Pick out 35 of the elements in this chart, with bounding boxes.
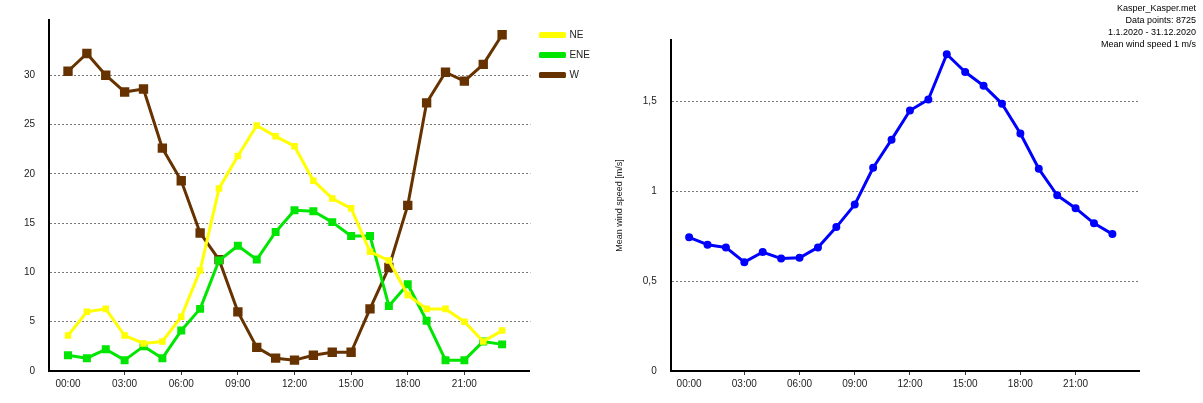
x-tick-label: 15:00 <box>338 377 365 389</box>
y-tick-label: 0,5 <box>642 274 658 286</box>
y-tick-label: 10 <box>24 266 36 278</box>
annotation: Mean wind speed 1 m/s <box>1100 38 1196 50</box>
x-tick-label: 06:00 <box>787 377 813 389</box>
y-tick-label: 0 <box>651 364 658 376</box>
legend-label: ENE <box>569 48 591 60</box>
y-tick-label: 5 <box>29 315 36 327</box>
x-tick-label: 15:00 <box>952 377 979 389</box>
x-tick-label: 06:00 <box>168 377 195 389</box>
x-tick-label: 09:00 <box>842 377 868 389</box>
y-tick-label: 30 <box>24 68 36 80</box>
y-tick-label: 1 <box>651 184 658 196</box>
legend-label: W <box>569 68 580 80</box>
legend-label: NE <box>569 28 584 40</box>
x-tick-label: 09:00 <box>225 377 251 389</box>
x-tick-label: 18:00 <box>1007 377 1034 389</box>
x-tick-label: 21:00 <box>1063 377 1089 389</box>
x-tick-label: 12:00 <box>281 377 308 389</box>
x-tick-label: 00:00 <box>676 377 703 389</box>
y-tick-label: 25 <box>24 118 36 130</box>
x-tick-label: 03:00 <box>731 377 758 389</box>
x-tick-label: 18:00 <box>395 377 421 389</box>
text: Data points: 8725 <box>1124 14 1196 26</box>
x-tick-label: 03:00 <box>112 377 138 389</box>
x-tick-label: 12:00 <box>897 377 923 389</box>
x-tick-label: 21:00 <box>451 377 478 389</box>
y-axis-title: Mean wind speed [m/s] <box>613 159 624 252</box>
y-tick-label: 1,5 <box>642 94 658 106</box>
y-tick-label: 20 <box>24 167 36 179</box>
y-tick-label: 15 <box>24 216 36 228</box>
text: 1.1.2020 - 31.12.2020 <box>1106 26 1196 38</box>
x-tick-label: 00:00 <box>55 377 81 389</box>
text: Kasper_Kasper.met <box>1115 2 1196 14</box>
y-tick-label: 0 <box>29 364 36 376</box>
